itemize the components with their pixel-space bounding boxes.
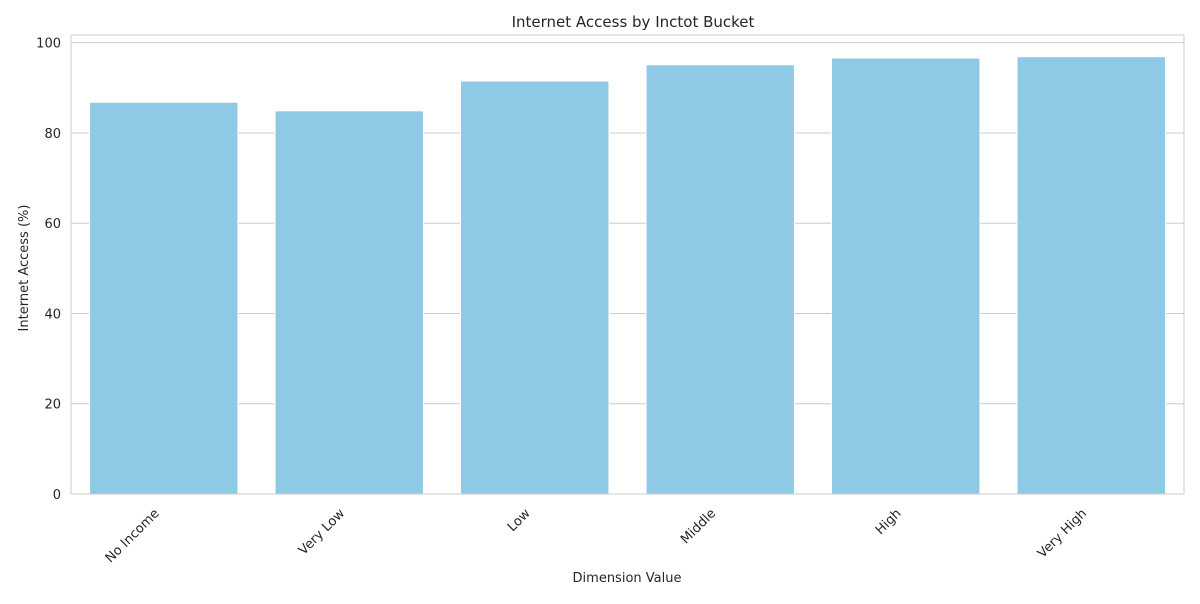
y-tick-label: 40 (44, 307, 61, 322)
y-tick-labels: 0 20 40 60 80 100 (36, 37, 61, 503)
x-tick-label: Low (505, 506, 534, 535)
x-tick-label: No Income (103, 506, 163, 566)
x-tick-labels: No Income Very Low Low Middle High Very High (103, 506, 1090, 566)
bar (460, 80, 610, 495)
bar (831, 57, 981, 495)
chart-title: Internet Access by Inctot Bucket (512, 13, 755, 31)
x-tick-label: High (873, 506, 905, 538)
y-tick-label: 100 (36, 37, 61, 52)
y-tick-label: 0 (53, 488, 61, 503)
y-tick-label: 80 (44, 127, 61, 142)
y-tick-label: 20 (44, 398, 61, 413)
axes-spines (70, 34, 1185, 495)
y-tick-label: 60 (44, 217, 61, 232)
x-tick-label: Very Low (296, 506, 348, 558)
x-axis-title: Dimension Value (573, 571, 682, 586)
bars (89, 56, 1166, 495)
y-axis-title: Internet Access (%) (17, 205, 32, 332)
x-tick-label: Very High (1035, 506, 1090, 561)
bar (274, 110, 424, 495)
bar (89, 101, 239, 495)
bar (645, 64, 795, 495)
x-tick-label: Middle (678, 506, 719, 547)
axes-frame (70, 34, 1185, 495)
bar (1016, 56, 1166, 495)
